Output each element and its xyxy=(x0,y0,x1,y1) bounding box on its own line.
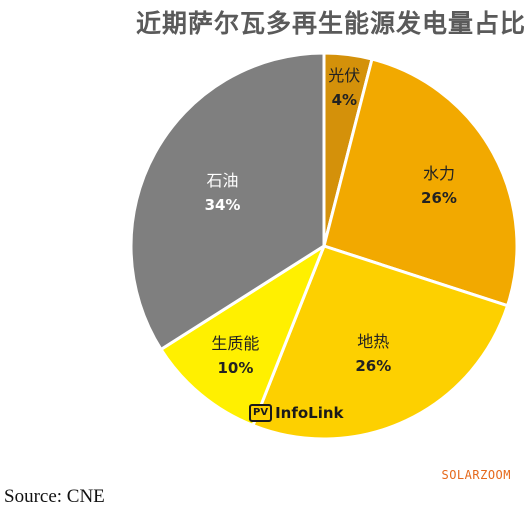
slice-percent-4: 10% xyxy=(217,359,253,377)
slice-label-2: 水力 xyxy=(423,164,455,183)
slice-label-5: 石油 xyxy=(207,171,239,190)
slice-label-3: 地热 xyxy=(357,332,389,351)
infolink-badge: PV xyxy=(249,404,273,422)
pie-slice-5 xyxy=(129,51,326,351)
slice-label-4: 生质能 xyxy=(211,334,259,353)
pie-slice-4 xyxy=(159,244,326,427)
pie-slices xyxy=(129,51,519,441)
pie-slice-3 xyxy=(251,244,510,441)
infolink-name: InfoLink xyxy=(275,404,344,422)
pie-slice-2 xyxy=(322,57,519,308)
slice-percent-2: 26% xyxy=(421,189,457,207)
slice-percent-1: 4% xyxy=(332,91,357,109)
slice-label-1: 光伏 xyxy=(328,66,360,85)
chart-title: 近期萨尔瓦多再生能源发电量占比 xyxy=(135,9,526,38)
solarzoom-watermark: SOLARZOOM xyxy=(441,468,511,482)
source-note: Source: CNE xyxy=(4,486,105,507)
pie-labels: 光伏 4% 水力 26% 地热 26% 生质能 10% 石油 34% xyxy=(205,66,457,377)
slice-percent-5: 34% xyxy=(205,196,241,214)
infolink-logo: PV InfoLink xyxy=(249,403,344,423)
slice-percent-3: 26% xyxy=(355,357,391,375)
